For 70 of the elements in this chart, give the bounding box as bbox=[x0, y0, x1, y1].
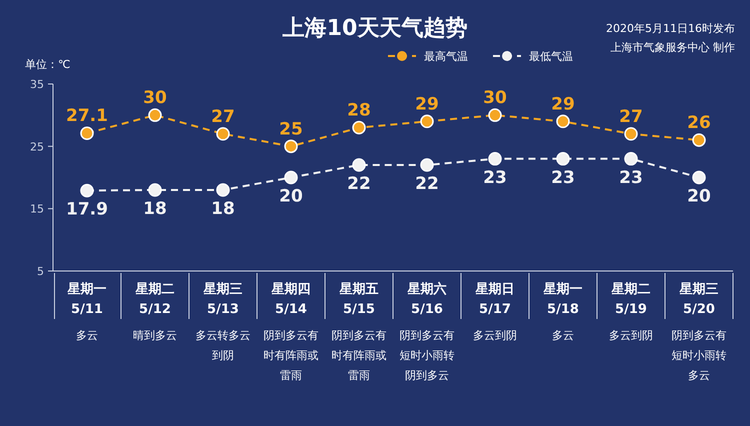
text: 上海市气象服务中心 制作 bbox=[610, 41, 735, 54]
x-tick-label: 星期三 5/20 bbox=[678, 282, 718, 317]
point bbox=[556, 114, 570, 128]
point bbox=[216, 183, 230, 197]
legend-label: 最高气温 bbox=[424, 50, 468, 63]
data-label: 30 bbox=[483, 88, 507, 108]
data-label: 20 bbox=[279, 186, 303, 206]
point bbox=[352, 120, 366, 134]
chart-title: 上海10天天气趋势 bbox=[282, 16, 468, 41]
y-tick-label: 25 bbox=[30, 140, 44, 154]
x-tick-label: 星期六 5/16 bbox=[406, 281, 446, 317]
data-label: 25 bbox=[279, 119, 303, 140]
text: 多云到阴 bbox=[473, 329, 517, 342]
data-label: 18 bbox=[143, 198, 167, 219]
legend-label: 最低气温 bbox=[529, 50, 573, 63]
data-label: 23 bbox=[483, 168, 507, 188]
data-label: 17.9 bbox=[66, 200, 108, 220]
x-tick-label: 星期一 5/18 bbox=[542, 282, 582, 317]
x-tick-label: 星期日 5/17 bbox=[474, 282, 514, 317]
point bbox=[420, 114, 434, 128]
point bbox=[692, 170, 706, 184]
y-tick-label: 35 bbox=[30, 78, 44, 91]
text: 多云 bbox=[552, 329, 574, 342]
x-tick-label: 星期一 5/11 bbox=[66, 282, 106, 317]
point bbox=[284, 140, 298, 154]
point bbox=[624, 152, 638, 166]
x-tick-label: 星期二 5/12 bbox=[134, 282, 174, 317]
point bbox=[148, 183, 162, 197]
data-label: 27.1 bbox=[66, 106, 108, 126]
data-label: 23 bbox=[619, 168, 643, 188]
text: 多云 bbox=[76, 329, 98, 342]
text: 晴到多云 bbox=[133, 329, 177, 342]
y-axis-title: 单位：℃ bbox=[25, 58, 70, 71]
data-label: 27 bbox=[619, 106, 643, 127]
data-label: 30 bbox=[143, 88, 167, 108]
data-label: 20 bbox=[687, 186, 711, 206]
y-tick-label: 15 bbox=[30, 202, 44, 216]
text: 阴到多云有短时小雨转多云 bbox=[672, 329, 726, 382]
x-tick-label: 星期五 5/15 bbox=[338, 282, 378, 317]
data-label: 26 bbox=[687, 113, 711, 134]
point bbox=[692, 133, 706, 147]
x-tick-label: 星期三 5/13 bbox=[202, 282, 242, 317]
point bbox=[420, 158, 434, 172]
text: 多云转多云到阴 bbox=[196, 329, 250, 362]
point bbox=[80, 126, 94, 140]
point bbox=[556, 152, 570, 166]
data-label: 23 bbox=[551, 168, 575, 188]
point bbox=[216, 127, 230, 141]
point bbox=[488, 108, 502, 122]
point bbox=[80, 184, 94, 198]
data-label: 22 bbox=[415, 174, 439, 194]
text: 2020年5月11日16时发布 bbox=[606, 22, 735, 35]
point bbox=[352, 158, 366, 172]
text: 阴到多云有时有阵雨或雷雨 bbox=[332, 329, 386, 382]
data-label: 27 bbox=[211, 106, 235, 127]
text: 阴到多云有时有阵雨或雷雨 bbox=[264, 329, 318, 382]
data-label: 29 bbox=[551, 94, 575, 114]
point bbox=[148, 108, 162, 122]
point bbox=[284, 170, 298, 184]
point bbox=[624, 127, 638, 141]
x-tick-label: 星期四 5/14 bbox=[270, 282, 310, 317]
data-label: 29 bbox=[415, 94, 439, 114]
text: 阴到多云有短时小雨转阴到多云 bbox=[400, 329, 454, 382]
data-label: 18 bbox=[211, 198, 235, 219]
data-label: 28 bbox=[347, 100, 371, 121]
text: 多云到阴 bbox=[609, 329, 653, 342]
x-tick-label: 星期二 5/19 bbox=[610, 282, 650, 317]
data-label: 22 bbox=[347, 174, 371, 194]
point bbox=[488, 152, 502, 166]
y-tick-label: 5 bbox=[37, 265, 44, 278]
